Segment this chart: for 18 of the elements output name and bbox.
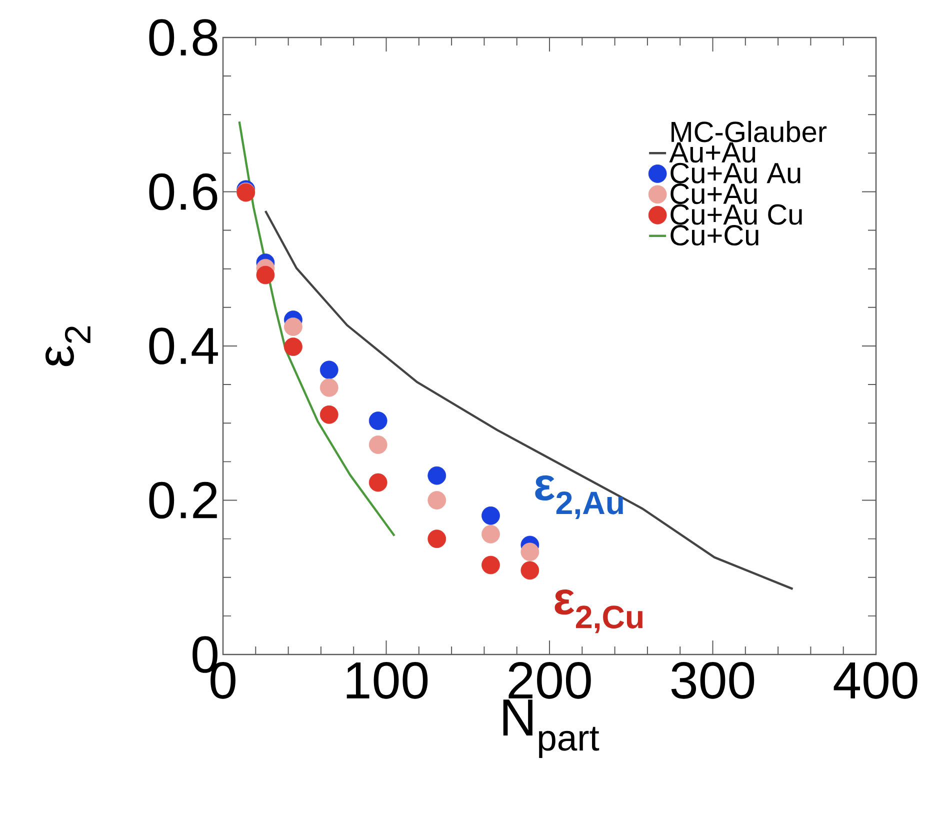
legend-title: MC-Glauber (672, 120, 827, 142)
x-axis-title: N$_{part}$ (503, 700, 600, 758)
x-tick-label: 200 (508, 662, 591, 699)
y-axis-title: ε$_{2}$ (45, 326, 90, 366)
legend-label: Au+Au (669, 142, 756, 163)
y-tick-label: 0.8 (149, 19, 218, 56)
legend-label: Cu+Cu (670, 225, 758, 246)
y-tick-label: 0.6 (149, 173, 218, 210)
legend-label: Cu+Au Cu (670, 204, 802, 225)
legend-label: Cu+Au (670, 184, 757, 204)
x-tick-label: 300 (671, 662, 754, 699)
annotation: ε$_{2,Cu}$ (554, 589, 643, 634)
annotation: ε$_{2,Au}$ (535, 475, 623, 519)
y-tick-label: 0.4 (149, 328, 218, 364)
x-tick-label: 100 (346, 662, 428, 699)
legend-label: Cu+Au Au (670, 162, 800, 184)
y-tick-label: 0.2 (149, 482, 217, 519)
x-tick-label: 400 (834, 662, 918, 699)
